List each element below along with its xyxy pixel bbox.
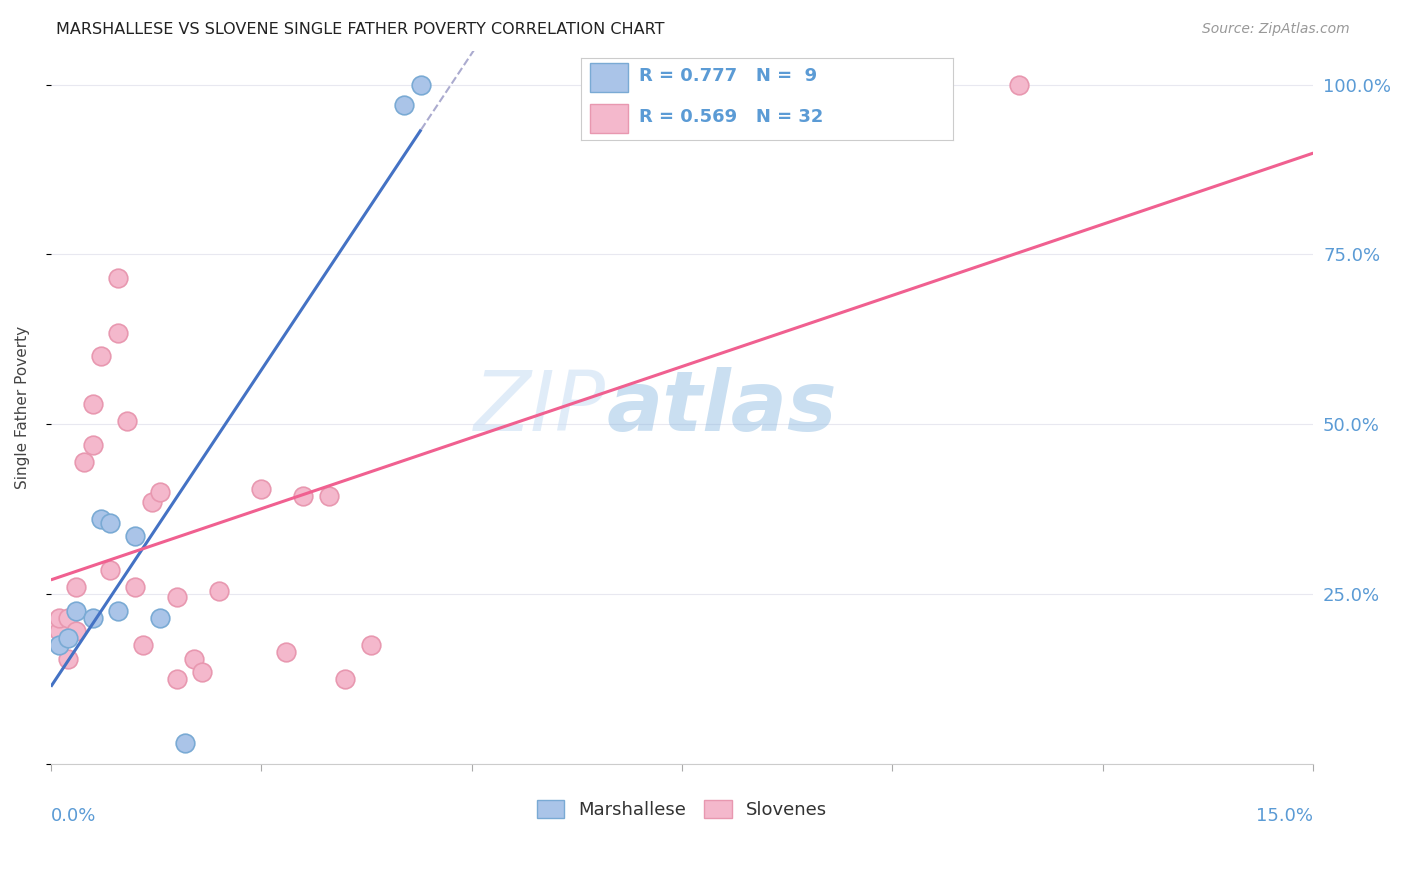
Point xyxy=(166,591,188,605)
Point xyxy=(335,672,357,686)
Point xyxy=(149,611,172,625)
Point xyxy=(124,580,146,594)
Point xyxy=(394,98,416,112)
Point xyxy=(208,583,231,598)
Point xyxy=(115,414,138,428)
Point xyxy=(166,672,188,686)
Point xyxy=(107,604,129,618)
Point xyxy=(149,485,172,500)
Point xyxy=(107,271,129,285)
Point xyxy=(360,638,382,652)
Point xyxy=(174,736,197,750)
Point xyxy=(82,397,104,411)
Point xyxy=(65,604,87,618)
Point xyxy=(48,624,70,639)
Point xyxy=(82,437,104,451)
Point xyxy=(1008,78,1031,92)
Point xyxy=(191,665,214,680)
Point xyxy=(107,326,129,340)
Point xyxy=(292,489,315,503)
Text: ZIP: ZIP xyxy=(474,367,606,448)
Text: Source: ZipAtlas.com: Source: ZipAtlas.com xyxy=(1202,22,1350,37)
Point xyxy=(56,611,79,625)
Point xyxy=(90,512,112,526)
Point xyxy=(65,580,87,594)
Point xyxy=(56,631,79,645)
Point xyxy=(276,645,298,659)
Text: 15.0%: 15.0% xyxy=(1257,806,1313,824)
Point xyxy=(48,638,70,652)
Point xyxy=(411,78,433,92)
Point xyxy=(73,454,96,468)
Text: 0.0%: 0.0% xyxy=(51,806,96,824)
Point xyxy=(98,563,121,577)
Point xyxy=(141,495,163,509)
Point xyxy=(48,611,70,625)
Text: atlas: atlas xyxy=(606,367,837,448)
Text: MARSHALLESE VS SLOVENE SINGLE FATHER POVERTY CORRELATION CHART: MARSHALLESE VS SLOVENE SINGLE FATHER POV… xyxy=(56,22,665,37)
Point xyxy=(250,482,273,496)
Point xyxy=(82,611,104,625)
Point xyxy=(56,651,79,665)
Point xyxy=(183,651,205,665)
Point xyxy=(98,516,121,530)
Point xyxy=(90,349,112,363)
Y-axis label: Single Father Poverty: Single Father Poverty xyxy=(15,326,30,489)
Legend: Marshallese, Slovenes: Marshallese, Slovenes xyxy=(530,792,834,826)
Point xyxy=(318,489,340,503)
Point xyxy=(65,624,87,639)
Point xyxy=(132,638,155,652)
Point xyxy=(124,529,146,543)
